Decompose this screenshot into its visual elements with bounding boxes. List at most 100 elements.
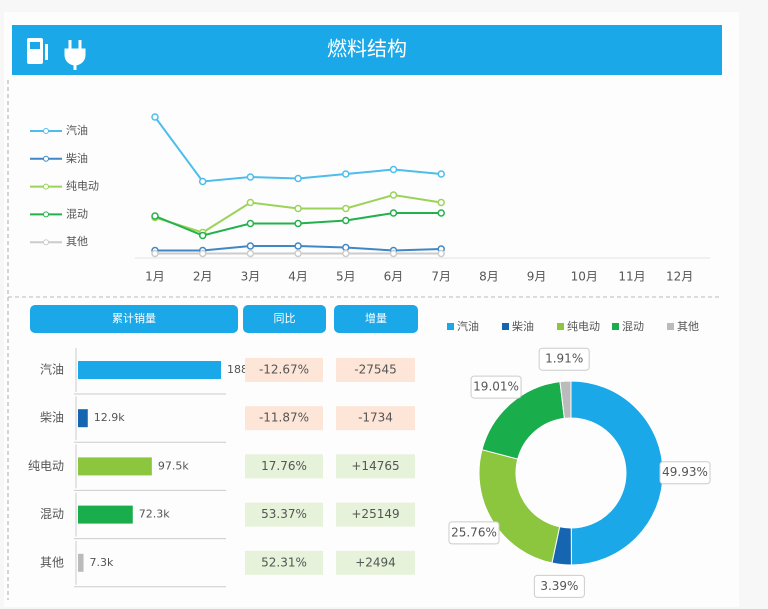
header-label: 增量 [365,311,387,325]
x-tick-label: 12月 [666,270,693,284]
label-box [659,461,711,485]
point [342,170,350,178]
bar [78,505,133,524]
x-tick-label: 4月 [288,270,308,284]
row-label: 柴油 [40,411,64,425]
point [437,209,445,217]
point [389,209,398,217]
legend-label: 其他 [66,235,88,248]
row-label: 其他 [40,555,64,569]
point [151,113,159,121]
header-pill [243,305,326,333]
point [151,212,159,220]
slice-label: 1.91% [545,352,583,366]
x-tick-label: 2月 [193,270,213,284]
x-tick-label: 9月 [527,270,547,284]
bar [78,457,152,476]
point [198,231,207,240]
cell-text: +2494 [355,555,396,569]
label-box [538,347,590,371]
legend-marker [43,239,49,246]
cell-text: -1734 [358,411,393,425]
header-title: 燃料结构 [327,37,407,61]
bar [78,553,84,572]
cell-text: +25149 [351,507,399,521]
point [437,198,445,207]
header-icons [27,38,86,70]
point [198,249,207,258]
legend-marker [43,155,49,162]
label-box [533,574,585,598]
donut-slice [559,380,572,419]
point [246,198,255,207]
point [246,242,255,250]
row-label: 汽油 [40,362,64,377]
donut-slice [570,380,664,566]
header-pill [30,305,238,333]
point [342,204,350,213]
x-tick-label: 11月 [618,270,645,284]
legend-label: 柴油 [66,151,88,165]
row-label: 混动 [40,507,64,521]
slice-label: 49.93% [662,465,708,479]
cell-text: -12.67% [259,363,309,377]
legend-label: 汽油 [457,319,479,333]
cell-bg [245,406,323,431]
bar-label: 7.3k [90,556,114,569]
point [294,174,302,183]
header-pill [334,305,418,333]
x-tick-label: 8月 [479,270,499,284]
header-bar [12,25,722,75]
slice-label: 19.01% [473,380,519,394]
legend-label: 汽油 [66,123,88,137]
point [342,249,350,258]
cell-text: -27545 [354,363,397,377]
legend-label: 纯电动 [66,180,99,193]
row-label: 纯电动 [28,459,64,473]
point [294,249,302,258]
point [437,170,445,178]
legend-swatch [502,323,509,330]
legend-swatch [612,323,619,330]
point [294,242,302,250]
point [246,219,255,228]
cell-bg [245,358,323,382]
cell-bg [336,454,415,479]
point [198,177,207,186]
cell-bg [245,550,323,575]
legend-swatch [557,323,564,330]
bar-label: 12.9k [94,411,125,424]
point [246,249,255,258]
x-tick-label: 1月 [145,270,165,284]
cell-text: +14765 [351,459,399,473]
point [294,219,302,228]
cell-bg [336,502,415,527]
point [389,165,398,174]
legend-marker [43,128,49,134]
x-tick-label: 10月 [571,270,598,284]
slice-label: 25.76% [451,525,497,539]
label-box [470,375,522,399]
header-label: 同比 [274,312,296,325]
point [342,243,350,252]
legend-swatch [447,323,454,330]
legend-label: 纯电动 [567,320,600,333]
legend-label: 混动 [66,207,88,220]
point [437,249,445,258]
cell-bg [336,550,415,575]
bar [78,409,88,428]
legend-label: 其他 [677,320,699,333]
point [294,204,302,213]
legend-marker [43,211,49,218]
cell-text: 52.31% [261,555,307,569]
bar-label: 72.3k [139,508,170,521]
legend-swatch [667,323,674,330]
x-tick-label: 5月 [336,270,356,284]
cell-bg [336,358,415,382]
x-tick-label: 7月 [431,270,451,284]
cell-bg [336,406,415,431]
legend-label: 柴油 [512,319,534,333]
point [389,191,398,199]
point [246,173,255,181]
